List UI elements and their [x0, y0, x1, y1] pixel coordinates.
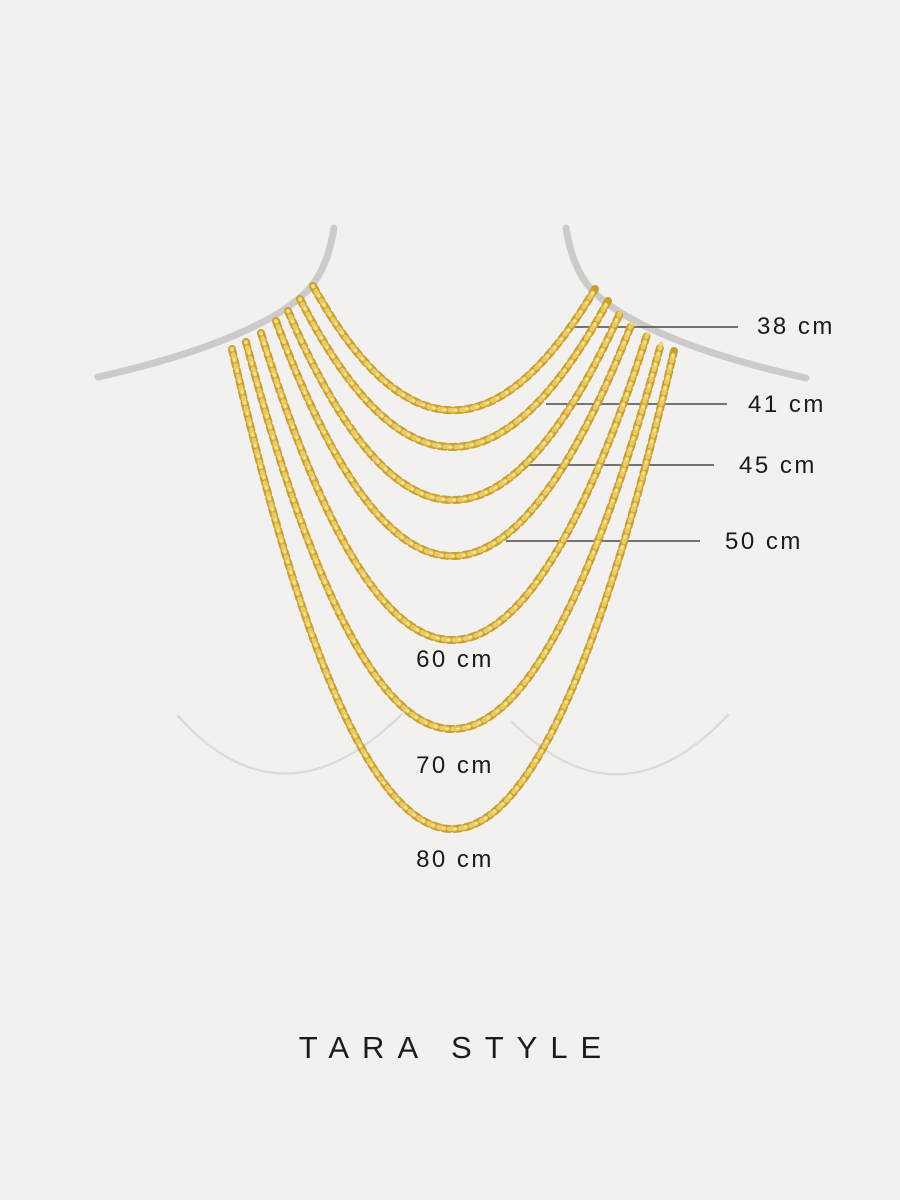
bust-line-left [176, 712, 404, 775]
size-label-38cm: 38 cm [757, 313, 835, 340]
silhouette-left-shoulder [94, 224, 338, 381]
size-label-70cm: 70 cm [416, 752, 494, 779]
size-label-60cm: 60 cm [416, 646, 494, 673]
size-label-45cm: 45 cm [739, 452, 817, 479]
chain-45cm [288, 311, 620, 500]
size-label-41cm: 41 cm [748, 391, 826, 418]
chain-light-stroke [288, 311, 620, 500]
bust-line-right [510, 713, 730, 776]
size-label-50cm: 50 cm [725, 528, 803, 555]
size-label-80cm: 80 cm [416, 846, 494, 873]
brand-logo: TARA STYLE [298, 1030, 615, 1065]
